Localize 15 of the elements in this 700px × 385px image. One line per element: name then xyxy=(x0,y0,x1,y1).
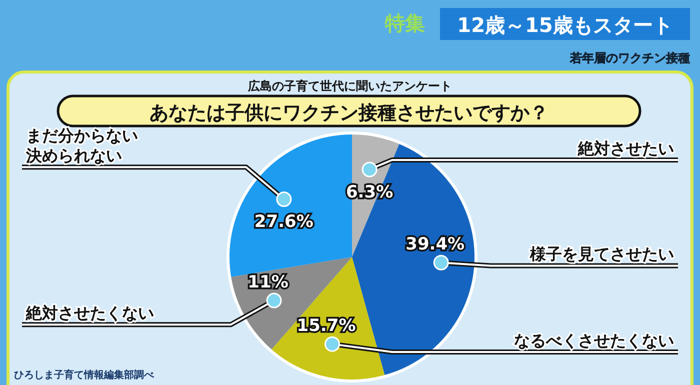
slice-label: なるべくさせたくない xyxy=(514,331,674,350)
data-label: 27.6% xyxy=(254,212,314,232)
text: 若年層のワクチン接種 xyxy=(569,51,690,65)
slice-label: 絶対させたい xyxy=(577,139,674,158)
slice-label: 様子を見てさせたい xyxy=(529,244,674,264)
data-label: 39.4% xyxy=(406,234,465,255)
text: ひろしま子育て情報編集部調べ xyxy=(14,369,155,381)
chart-subtitle: 広島の子育て世代に聞いたアンケート xyxy=(247,79,452,93)
slice-label: まだ分からない決められない xyxy=(25,126,138,166)
data-label: 15.7% xyxy=(296,316,356,336)
text: 特集 xyxy=(384,11,425,35)
slice-label: 絶対させたくない xyxy=(25,304,154,323)
data-label: 11% xyxy=(248,272,288,292)
chart-title: あなたは子供にワクチン接種させたいですか？ xyxy=(150,102,548,124)
text: 12歳～15歳もスタート xyxy=(457,13,673,37)
